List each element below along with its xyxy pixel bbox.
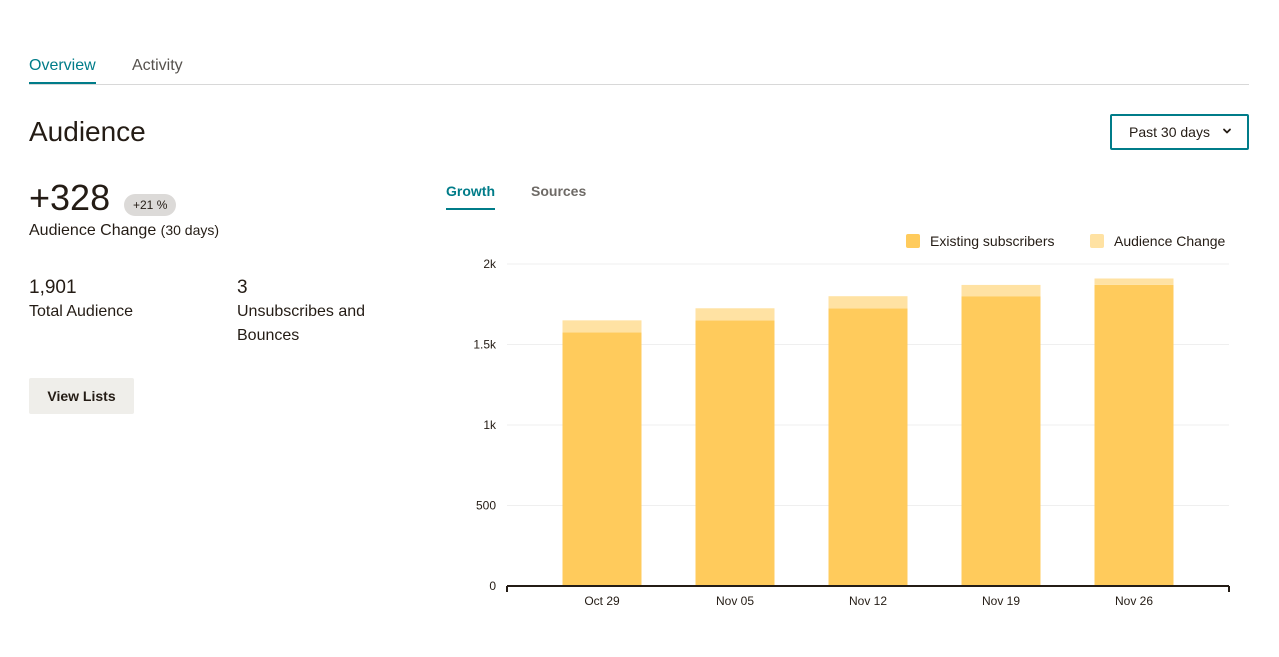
y-tick-label: 0	[489, 579, 496, 593]
legend-label-existing: Existing subscribers	[930, 233, 1055, 249]
audience-change-value: +328	[29, 177, 111, 218]
page-title: Audience	[29, 116, 146, 147]
bar-audience-change	[1094, 278, 1174, 285]
y-tick-label: 1.5k	[473, 338, 497, 352]
audience-change-period: (30 days)	[160, 222, 220, 238]
bar-existing-subscribers	[828, 308, 908, 586]
tab-growth[interactable]: Growth	[446, 182, 495, 210]
y-tick-label: 1k	[483, 418, 497, 432]
tab-sources[interactable]: Sources	[531, 183, 587, 199]
legend-swatch-existing	[906, 234, 920, 248]
x-tick-label: Nov 05	[716, 594, 754, 608]
x-tick-label: Nov 12	[849, 594, 887, 608]
chevron-down-icon	[1223, 128, 1231, 134]
bar-existing-subscribers	[695, 320, 775, 586]
view-lists-button[interactable]: View Lists	[29, 378, 134, 414]
bar-existing-subscribers	[1094, 284, 1174, 586]
legend-audience-change: Audience Change	[1090, 233, 1225, 249]
unsubscribes-label-line1: Unsubscribes and	[237, 303, 366, 320]
tab-activity[interactable]: Activity	[132, 57, 183, 74]
audience-change-label: Audience Change (30 days)	[29, 220, 219, 241]
x-tick-label: Nov 19	[982, 594, 1020, 608]
bar-audience-change	[828, 296, 908, 309]
tab-overview[interactable]: Overview	[29, 56, 96, 84]
total-audience-label: Total Audience	[29, 303, 134, 320]
legend-existing-subscribers: Existing subscribers	[906, 233, 1055, 249]
legend-label-change: Audience Change	[1114, 233, 1226, 249]
unsubscribes-label-line2: Bounces	[237, 327, 300, 344]
audience-change-text: Audience Change	[29, 222, 157, 239]
y-tick-label: 500	[476, 499, 496, 513]
unsubscribes-value: 3	[237, 277, 248, 298]
total-audience-value: 1,901	[29, 277, 77, 298]
bar-audience-change	[695, 308, 775, 321]
x-tick-label: Nov 26	[1115, 594, 1153, 608]
x-tick-label: Oct 29	[584, 594, 620, 608]
bar-existing-subscribers	[562, 332, 642, 586]
change-percent-badge: +21 %	[124, 194, 177, 216]
date-range-select[interactable]: Past 30 days	[1110, 114, 1249, 150]
date-range-value: Past 30 days	[1129, 124, 1210, 140]
growth-chart: 0 500 1k 1.5k 2k Oct 29 Nov 05 Nov 12 Nov 19 Nov …	[473, 257, 1230, 608]
legend-swatch-change	[1090, 234, 1104, 248]
main-tabs: Overview Activity	[29, 56, 1249, 85]
bar-audience-change	[961, 284, 1041, 297]
bar-existing-subscribers	[961, 296, 1041, 586]
bar-audience-change	[562, 320, 642, 333]
y-tick-label: 2k	[483, 257, 497, 271]
